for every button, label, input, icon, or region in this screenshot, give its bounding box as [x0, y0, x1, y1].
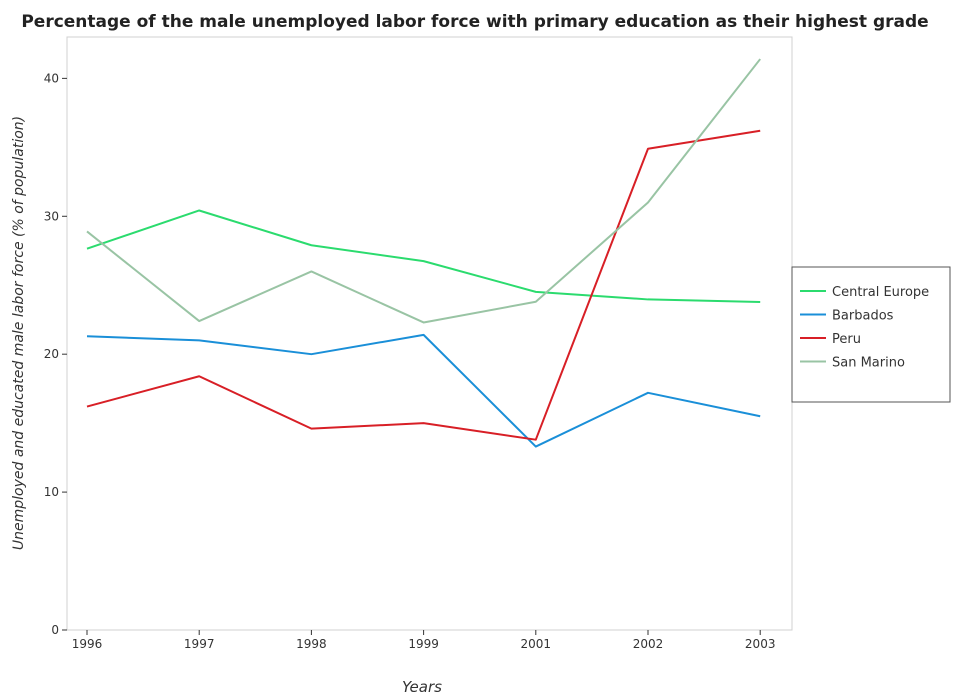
x-tick-label: 2001 [521, 637, 552, 651]
y-tick-label: 20 [44, 347, 59, 361]
x-axis-label: Years [402, 678, 442, 696]
chart-title: Percentage of the male unemployed labor … [21, 12, 928, 32]
y-axis: 0 10 20 30 40 [44, 71, 67, 637]
legend: Central Europe Barbados Peru San Marino [791, 266, 951, 403]
legend-label-barbados: Barbados [832, 309, 894, 324]
series-line-peru [86, 129, 761, 441]
series-line-barbados [86, 333, 761, 448]
y-tick-label: 10 [44, 485, 59, 499]
x-tick-label: 2003 [745, 637, 776, 651]
y-axis-label: Unemployed and educated male labor force… [11, 116, 27, 550]
y-tick-label: 40 [44, 71, 59, 85]
legend-label-san-marino: San Marino [832, 356, 905, 371]
legend-box [791, 266, 951, 403]
series-line-san-marino [86, 58, 761, 324]
y-tick-label: 0 [51, 623, 59, 637]
x-tick-label: 2002 [633, 637, 664, 651]
legend-label-peru: Peru [832, 332, 861, 347]
legend-label-central-europe: Central Europe [832, 285, 929, 300]
series-layer [86, 58, 761, 448]
x-tick-label: 1998 [296, 637, 327, 651]
x-tick-label: 1999 [408, 637, 439, 651]
series-line-central-europe [86, 209, 761, 304]
x-tick-label: 1996 [72, 637, 103, 651]
plot-area [66, 36, 793, 631]
x-tick-label: 1997 [184, 637, 215, 651]
y-tick-label: 30 [44, 209, 59, 223]
x-axis: 1996 1997 1998 1999 2001 2002 2003 [72, 630, 776, 651]
